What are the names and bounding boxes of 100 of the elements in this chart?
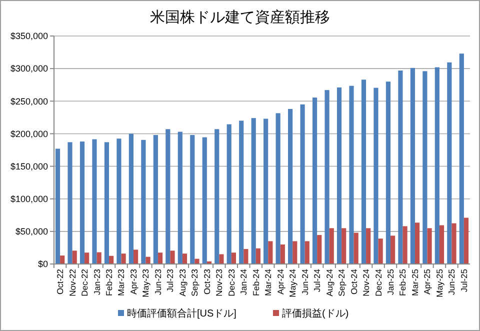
- bar: [427, 228, 432, 264]
- bar: [80, 142, 85, 264]
- x-tick-label: Jul-23: [165, 268, 176, 292]
- bar: [452, 223, 456, 264]
- x-tick-label: Nov-23: [214, 268, 224, 296]
- bar: [202, 137, 207, 264]
- x-tick-label: May-24: [288, 268, 298, 298]
- bar: [402, 226, 408, 264]
- bar: [276, 113, 280, 264]
- y-tick-label: $100,000: [10, 194, 48, 204]
- bar: [378, 238, 383, 264]
- bar: [170, 250, 175, 264]
- bar: [190, 135, 195, 264]
- bar: [116, 138, 122, 264]
- x-tick-label: Apr-23: [128, 268, 138, 295]
- x-tick-label: Aug-23: [177, 268, 188, 296]
- x-tick-label: Jan-25: [385, 268, 396, 295]
- y-tick-label: $350,000: [10, 31, 48, 42]
- bar: [342, 228, 346, 264]
- bar: [104, 142, 110, 264]
- x-tick-label: Jun-25: [446, 268, 457, 295]
- bar: [141, 140, 146, 264]
- x-tick-label: Jul-24: [312, 268, 322, 292]
- x-tick-label: May-23: [140, 268, 151, 298]
- x-tick-label: Mar-25: [410, 268, 420, 296]
- x-tick-label: Nov-22: [67, 268, 78, 296]
- bar: [292, 241, 298, 264]
- bar: [264, 118, 268, 264]
- bar: [398, 70, 403, 264]
- chart-title: 米国株ドル建て資産額推移: [150, 9, 330, 26]
- bar: [268, 241, 273, 264]
- x-tick-label: Feb-23: [104, 268, 114, 296]
- bar: [336, 87, 342, 264]
- bar: [84, 252, 90, 264]
- bar: [256, 248, 260, 264]
- bar: [414, 222, 420, 264]
- x-tick-label: Mar-24: [263, 268, 274, 296]
- bar: [60, 256, 65, 264]
- y-tick-label: $50,000: [15, 226, 48, 237]
- bar: [361, 80, 366, 264]
- x-tick-label: Nov-24: [361, 268, 372, 296]
- bar: [244, 249, 248, 264]
- x-tick-label: Dec-22: [80, 268, 90, 296]
- bar: [447, 62, 452, 264]
- bar: [422, 71, 428, 264]
- bar: [214, 129, 220, 264]
- bar: [329, 228, 334, 264]
- x-tick-label: Dec-24: [373, 268, 384, 296]
- bar: [178, 132, 182, 264]
- y-tick-label: $0: [38, 259, 48, 270]
- bar: [146, 256, 150, 264]
- bar: [128, 134, 134, 264]
- x-tick-label: Jan-24: [238, 268, 249, 295]
- x-tick-label: Oct-23: [202, 268, 212, 295]
- bar: [349, 86, 354, 264]
- x-tick-label: Apr-24: [275, 268, 286, 295]
- bar: [459, 54, 464, 264]
- bar: [312, 98, 318, 264]
- bar: [239, 120, 244, 264]
- bar: [133, 250, 138, 264]
- bar: [464, 218, 469, 264]
- bar: [96, 252, 102, 264]
- legend-label: 評価損益(ドル): [282, 308, 349, 320]
- bar: [72, 250, 77, 264]
- bar: [366, 228, 371, 264]
- x-tick-label: Oct-22: [55, 268, 66, 295]
- bar: [153, 135, 158, 264]
- bar: [121, 254, 126, 264]
- bar: [166, 129, 170, 264]
- legend-label: 時価評価額合計[USドル]: [127, 308, 237, 320]
- bar: [434, 67, 440, 264]
- x-tick-label: Oct-24: [348, 268, 359, 295]
- bar: [194, 258, 200, 264]
- y-tick-label: $300,000: [10, 64, 48, 74]
- bar: [354, 232, 358, 264]
- bar: [280, 244, 285, 264]
- y-tick-label: $250,000: [10, 96, 48, 106]
- bar: [92, 139, 97, 264]
- bar: [324, 90, 330, 264]
- bar: [226, 124, 232, 264]
- x-tick-label: May-25: [434, 268, 444, 298]
- bar: [68, 142, 72, 264]
- bar: [109, 256, 114, 264]
- bar: [55, 148, 60, 264]
- bar: [288, 108, 293, 264]
- bar: [410, 68, 415, 264]
- bar: [304, 241, 310, 264]
- x-tick-label: Sep-24: [336, 268, 347, 296]
- y-tick-label: $200,000: [10, 128, 48, 139]
- x-tick-label: Feb-25: [398, 268, 408, 296]
- x-tick-label: Dec-23: [226, 268, 236, 296]
- x-tick-label: Apr-25: [422, 268, 432, 295]
- x-tick-label: Aug-24: [324, 268, 334, 296]
- x-tick-label: Sep-23: [190, 268, 200, 296]
- y-tick-label: $150,000: [10, 161, 48, 172]
- bar: [300, 104, 305, 264]
- bar: [317, 235, 322, 264]
- bar: [439, 225, 444, 264]
- bar: [386, 82, 391, 264]
- bar: [374, 88, 378, 264]
